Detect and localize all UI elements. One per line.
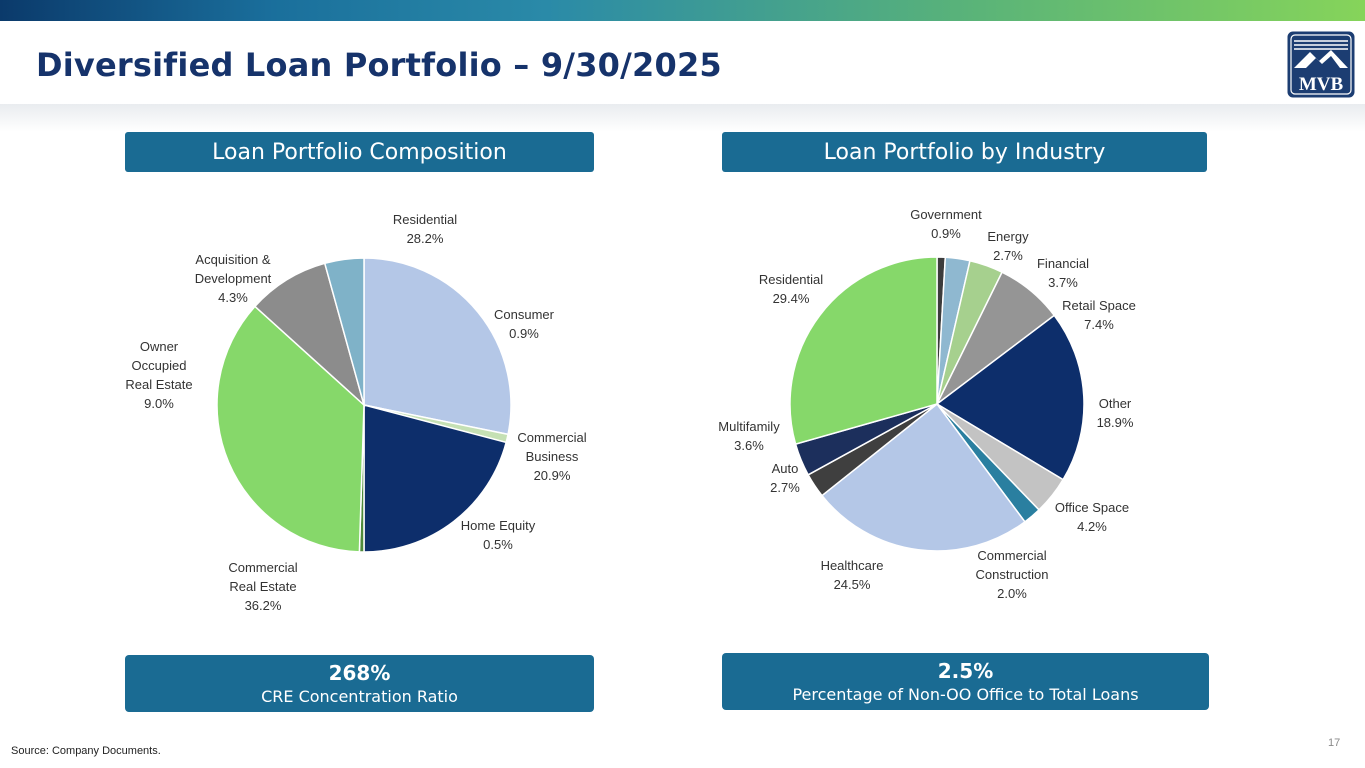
composition-heading: Loan Portfolio Composition	[125, 132, 594, 172]
office-ratio-box: 2.5% Percentage of Non-OO Office to Tota…	[722, 653, 1209, 710]
page-number: 17	[1328, 737, 1341, 749]
cre-concentration-box: 268% CRE Concentration Ratio	[125, 655, 594, 712]
page-title: Diversified Loan Portfolio – 9/30/2025	[36, 46, 722, 84]
industry-label-healthcare: Healthcare 24.5%	[821, 558, 884, 592]
industry-slice-residential	[789, 256, 938, 446]
industry-label-office-space: Office Space 4.2%	[1055, 500, 1129, 534]
industry-label-energy: Energy 2.7%	[987, 229, 1029, 263]
industry-heading: Loan Portfolio by Industry	[722, 132, 1207, 172]
cre-concentration-value: 268%	[328, 661, 391, 685]
composition-label-commercial-real-estate: Commercial Real Estate 36.2%	[228, 560, 297, 613]
industry-label-other: Other 18.9%	[1097, 396, 1134, 430]
composition-label-consumer: Consumer 0.9%	[494, 307, 555, 341]
composition-label-commercial-business: Commercial Business 20.9%	[517, 430, 586, 483]
composition-slice-commercial-business	[363, 404, 508, 553]
industry-slice-other	[935, 314, 1085, 481]
composition-label-acquisition-development: Acquisition & Development 4.3%	[195, 252, 272, 305]
logo-text: MVB	[1299, 74, 1344, 95]
top-gradient-bar	[0, 0, 1365, 21]
industry-label-residential: Residential 29.4%	[759, 272, 823, 306]
composition-slice-owner-occupied-real-estate	[253, 262, 366, 408]
source-note: Source: Company Documents.	[11, 745, 161, 757]
composition-label-residential: Residential 28.2%	[393, 212, 457, 246]
composition-label-home-equity: Home Equity 0.5%	[461, 518, 536, 552]
office-ratio-value: 2.5%	[937, 659, 994, 683]
industry-label-multifamily: Multifamily 3.6%	[718, 419, 780, 453]
mvb-logo: MVB	[1286, 30, 1356, 99]
composition-slice-commercial-real-estate	[216, 305, 365, 553]
composition-slice-residential	[363, 257, 512, 436]
industry-label-retail-space: Retail Space 7.4%	[1062, 298, 1136, 332]
industry-label-auto: Auto 2.7%	[770, 461, 800, 495]
industry-label-government: Government 0.9%	[910, 207, 982, 241]
cre-concentration-label: CRE Concentration Ratio	[261, 687, 458, 706]
composition-pie: Residential 28.2% Consumer 0.9% Commercial Bu…	[125, 212, 586, 613]
industry-pie: Government 0.9% Energy 2.7%Financial 3.7% Ret…	[718, 207, 1136, 601]
composition-slice-acquisition-development	[323, 257, 365, 406]
composition-label-owner-occupied-real-estate: Owner Occupied Real Estate 9.0%	[125, 339, 192, 411]
office-ratio-label: Percentage of Non-OO Office to Total Loa…	[792, 685, 1139, 704]
industry-label-commercial-construction: Commercial Construction 2.0%	[976, 548, 1049, 601]
industry-label-financial: Financial 3.7%	[1037, 256, 1089, 290]
header-shadow	[0, 104, 1365, 132]
industry-slice-healthcare	[820, 402, 1026, 552]
